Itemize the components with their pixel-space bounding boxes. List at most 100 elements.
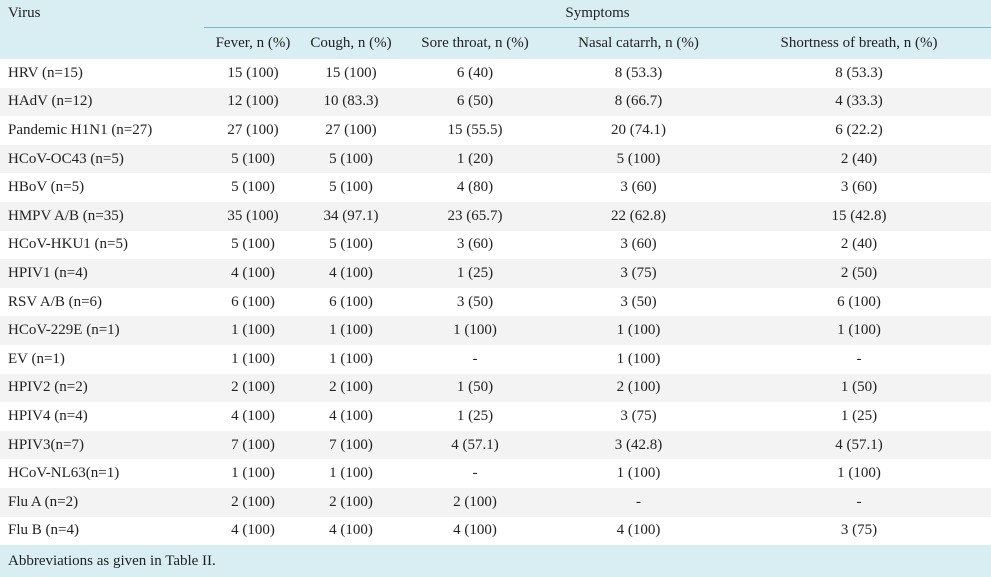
symptom-value-cell: 4 (57.1) [451, 436, 499, 453]
symptom-value-cell: 4 (100) [231, 522, 275, 539]
symptom-value-cell: 1 (50) [456, 379, 494, 396]
sore-throat-column-header: Sore throat, n (%) [421, 35, 529, 51]
symptom-value-cell: 5 (100) [329, 150, 373, 167]
symptom-value-cell: 1 (100) [837, 465, 881, 482]
virus-name-cell: RSV A/B (n=6) [8, 293, 103, 310]
symptom-value-cell: 20 (74.1) [611, 121, 666, 138]
symptom-value-cell: 1 (25) [456, 407, 494, 424]
symptom-value-cell: 6 (22.2) [835, 121, 883, 138]
symptom-value-cell: 4 (100) [453, 522, 497, 539]
symptom-value-cell: 5 (100) [231, 236, 275, 253]
table-row: EV (n=1) 1 (100) 1 (100) - 1 (100) - [0, 344, 991, 374]
symptom-value-cell: 1 (100) [329, 465, 373, 482]
symptom-value-cell: 1 (100) [329, 350, 373, 367]
symptom-value-cell: 3 (60) [840, 179, 878, 196]
table-row: HCoV-NL63(n=1) 1 (100) 1 (100) - 1 (100) 1 (1… [0, 459, 991, 488]
fever-column-header: Fever, n (%) [215, 35, 291, 51]
symptom-value-cell: 3 (75) [620, 264, 657, 281]
symptom-value-cell: 3 (75) [620, 407, 657, 424]
symptom-value-cell: 8 (66.7) [614, 93, 663, 110]
symptom-value-cell: 7 (100) [329, 436, 373, 453]
symptom-value-cell: 22 (62.8) [611, 207, 666, 224]
virus-name-cell: HAdV (n=12) [8, 93, 93, 110]
table-row: Flu B (n=4) 4 (100) 4 (100) 4 (100) 4 (100) 3… [0, 516, 991, 546]
symptom-value-cell: 1 (100) [231, 322, 275, 339]
symptom-value-cell: 2 (100) [329, 379, 373, 396]
symptom-value-cell: 3 (60) [620, 236, 657, 253]
symptom-value-cell: 4 (57.1) [835, 436, 883, 453]
virus-name-cell: HCoV-HKU1 (n=5) [8, 236, 128, 253]
table-row: HMPV A/B (n=35) 35 (100) 34 (97.1) 23 (65.7… [0, 201, 991, 231]
symptom-value-cell: - [856, 493, 862, 510]
symptom-value-cell: 8 (53.3) [835, 64, 883, 81]
table-row: RSV A/B (n=6) 6 (100) 6 (100) 3 (50) 3 (50) 6… [0, 287, 991, 317]
symptom-value-cell: 27 (100) [227, 121, 279, 138]
symptom-value-cell: 4 (80) [456, 179, 494, 196]
symptom-value-cell: 2 (100) [453, 493, 497, 510]
symptom-value-cell: 3 (75) [840, 522, 878, 539]
symptom-value-cell: 5 (100) [231, 179, 275, 196]
symptom-value-cell: 4 (100) [231, 407, 275, 424]
table-row: HPIV2 (n=2) 2 (100) 2 (100) 1 (50) 2 (100) 1 … [0, 373, 991, 403]
symptom-value-cell: 2 (100) [231, 493, 275, 510]
symptom-value-cell: 35 (100) [227, 207, 279, 224]
symptom-value-cell: 6 (100) [329, 293, 373, 310]
table-row: HCoV-229E (n=1) 1 (100) 1 (100) 1 (100) 1 (1… [0, 316, 991, 345]
symptom-value-cell: 4 (100) [329, 407, 373, 424]
symptom-value-cell: 15 (100) [227, 64, 279, 81]
table-row: Flu A (n=2) 2 (100) 2 (100) 2 (100) - - [0, 487, 991, 517]
symptom-value-cell: 15 (100) [325, 64, 377, 81]
symptoms-group-header: Symptoms [204, 0, 991, 28]
symptom-value-cell: 1 (100) [231, 465, 275, 482]
symptom-value-cell: 6 (100) [837, 293, 881, 310]
symptom-value-cell: 1 (100) [231, 350, 275, 367]
symptom-value-cell: 4 (100) [616, 522, 661, 539]
symptom-value-cell: 5 (100) [329, 179, 373, 196]
table-row: Pandemic H1N1 (n=27) 27 (100) 27 (100) 15 (… [0, 116, 991, 145]
symptom-value-cell: 2 (40) [840, 236, 878, 253]
symptom-value-cell: 3 (60) [456, 236, 494, 253]
virus-name-cell: HRV (n=15) [8, 64, 83, 81]
table-row: HBoV (n=5) 5 (100) 5 (100) 4 (80) 3 (60) 3 (6… [0, 173, 991, 202]
symptom-value-cell: 1 (100) [453, 322, 497, 339]
symptom-value-cell: 10 (83.3) [323, 93, 379, 110]
virus-name-cell: HCoV-OC43 (n=5) [8, 150, 124, 167]
symptom-value-cell: 1 (100) [837, 322, 881, 339]
virus-name-cell: HPIV1 (n=4) [8, 264, 88, 281]
symptom-value-cell: 1 (100) [616, 350, 661, 367]
virus-name-cell: HPIV4 (n=4) [8, 407, 88, 424]
symptom-value-cell: 1 (25) [840, 407, 878, 424]
nasal-catarrh-column-header: Nasal catarrh, n (%) [578, 35, 699, 51]
symptom-value-cell: 6 (40) [456, 64, 494, 81]
symptom-value-cell: 2 (100) [329, 493, 373, 510]
table-row: HCoV-HKU1 (n=5) 5 (100) 5 (100) 3 (60) 3 (60… [0, 230, 991, 260]
symptom-value-cell: 3 (50) [620, 293, 657, 310]
symptom-value-cell: 3 (42.8) [614, 436, 663, 453]
table-row: HAdV (n=12) 12 (100) 10 (83.3) 6 (50) 8 (66.… [0, 87, 991, 117]
virus-name-cell: HPIV2 (n=2) [8, 379, 88, 396]
symptom-value-cell: - [472, 350, 478, 367]
table-header: Virus Symptoms Fever, n (%) Cough, n (%)… [0, 0, 991, 59]
table-row: HCoV-OC43 (n=5) 5 (100) 5 (100) 1 (20) 5 (10… [0, 144, 991, 174]
virus-name-cell: HCoV-229E (n=1) [8, 322, 120, 339]
symptom-value-cell: 23 (65.7) [447, 207, 503, 224]
symptom-value-cell: 5 (100) [329, 236, 373, 253]
virus-name-cell: HBoV (n=5) [8, 179, 85, 196]
symptom-value-cell: 2 (100) [231, 379, 275, 396]
table-row: HRV (n=15) 15 (100) 15 (100) 6 (40) 8 (53.3)… [0, 59, 991, 88]
symptom-value-cell: 5 (100) [231, 150, 275, 167]
symptom-value-cell: - [472, 465, 478, 482]
symptom-value-cell: 15 (55.5) [447, 121, 503, 138]
symptom-value-cell: 2 (50) [840, 264, 878, 281]
symptom-value-cell: 34 (97.1) [323, 207, 379, 224]
symptom-value-cell: 5 (100) [616, 150, 661, 167]
symptom-value-cell: 6 (100) [231, 293, 275, 310]
symptom-value-cell: 1 (100) [329, 322, 373, 339]
symptom-value-cell: 12 (100) [227, 93, 279, 110]
symptom-value-cell: 1 (25) [456, 264, 494, 281]
symptom-value-cell: 4 (100) [329, 264, 373, 281]
symptom-value-cell: 3 (50) [456, 293, 494, 310]
symptom-value-cell: 27 (100) [325, 121, 377, 138]
symptom-value-cell: 4 (33.3) [835, 93, 883, 110]
